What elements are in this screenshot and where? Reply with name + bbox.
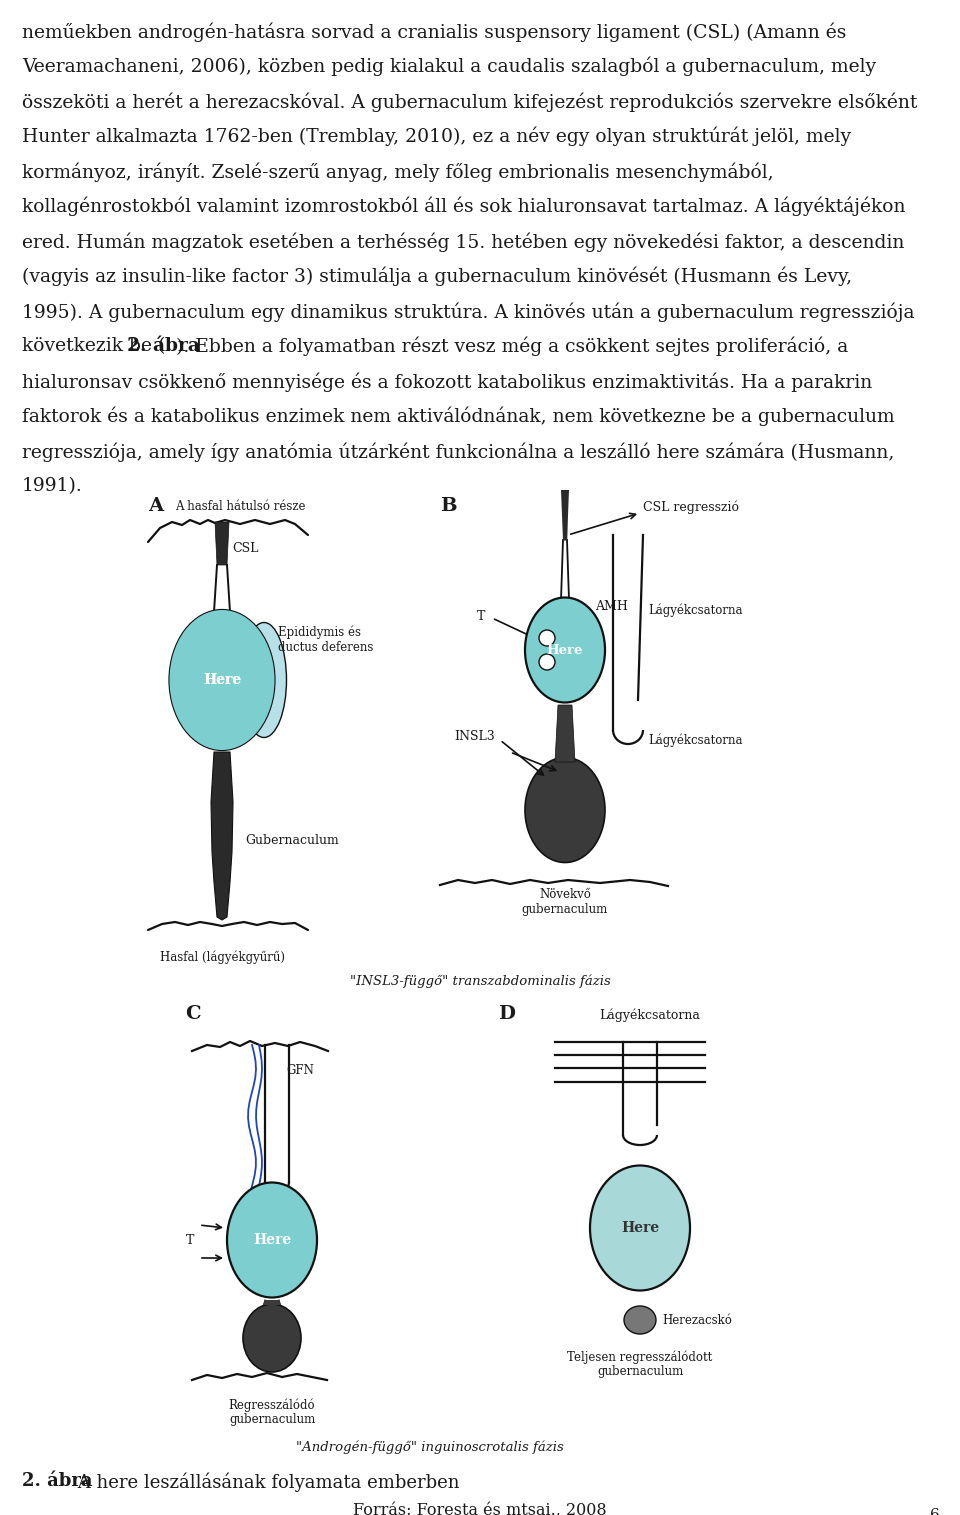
Text: D: D (498, 1004, 515, 1023)
Ellipse shape (539, 630, 555, 645)
Ellipse shape (170, 611, 275, 750)
Text: ). Ebben a folyamatban részt vesz még a csökkent sejtes proliferáció, a: ). Ebben a folyamatban részt vesz még a … (177, 336, 849, 356)
Ellipse shape (243, 1304, 301, 1373)
Text: kormányoz, irányít. Zselé-szerű anyag, mely főleg embrionalis mesenchymából,: kormányoz, irányít. Zselé-szerű anyag, m… (22, 162, 774, 182)
Text: Gubernaculum: Gubernaculum (245, 833, 339, 847)
Ellipse shape (590, 1165, 690, 1291)
Text: Hasfal (lágyékgyűrű): Hasfal (lágyékgyűrű) (159, 950, 284, 964)
Text: T: T (185, 1233, 194, 1247)
Text: Hunter alkalmazta 1762-ben (Tremblay, 2010), ez a név egy olyan struktúrát jelöl: Hunter alkalmazta 1762-ben (Tremblay, 20… (22, 127, 852, 147)
Text: "INSL3-függő" transzabdominalis fázis: "INSL3-függő" transzabdominalis fázis (349, 976, 611, 988)
Text: Here: Here (252, 1233, 291, 1247)
Text: ered. Humán magzatok esetében a terhésség 15. hetében egy növekedési faktor, a d: ered. Humán magzatok esetében a terhéssé… (22, 232, 904, 251)
Polygon shape (555, 704, 575, 762)
Polygon shape (215, 523, 229, 565)
Text: GFN: GFN (286, 1064, 314, 1077)
Text: Lágyékcsatorna: Lágyékcsatorna (600, 1007, 701, 1021)
Text: Forrás: Foresta és mtsai., 2008: Forrás: Foresta és mtsai., 2008 (353, 1501, 607, 1515)
Text: B: B (440, 497, 457, 515)
Text: 2. ábra: 2. ábra (128, 336, 201, 355)
Text: 6: 6 (930, 1507, 940, 1515)
Text: A here leszállásának folyamata emberben: A here leszállásának folyamata emberben (72, 1473, 460, 1491)
Text: kollagénrostokból valamint izomrostokból áll és sok hialuronsavat tartalmaz. A l: kollagénrostokból valamint izomrostokból… (22, 197, 905, 217)
Text: hialuronsav csökkenő mennyisége és a fokozott katabolikus enzimaktivitás. Ha a p: hialuronsav csökkenő mennyisége és a fok… (22, 373, 873, 391)
Text: következik be (: következik be ( (22, 336, 165, 355)
Text: Herezacskó: Herezacskó (662, 1314, 732, 1327)
Text: 2. ábra: 2. ábra (22, 1473, 92, 1489)
Polygon shape (561, 489, 569, 539)
Text: Here: Here (203, 673, 241, 686)
Text: (vagyis az insulin-like factor 3) stimulálja a gubernaculum kinövését (Husmann é: (vagyis az insulin-like factor 3) stimul… (22, 267, 852, 286)
Text: Lágyékcsatorna: Lágyékcsatorna (648, 733, 742, 747)
Text: faktorok és a katabolikus enzimek nem aktiválódnának, nem következne be a gubern: faktorok és a katabolikus enzimek nem ak… (22, 408, 895, 427)
Text: "Androgén-függő" inguinoscrotalis fázis: "Androgén-függő" inguinoscrotalis fázis (296, 1439, 564, 1453)
Text: 1991).: 1991). (22, 477, 83, 495)
Text: Here: Here (203, 673, 241, 686)
Text: neműekben androgén-hatásra sorvad a cranialis suspensory ligament (CSL) (Amann é: neműekben androgén-hatásra sorvad a cran… (22, 23, 847, 41)
Text: összeköti a herét a herezacskóval. A gubernaculum kifejezést reprodukciós szerve: összeköti a herét a herezacskóval. A gub… (22, 92, 918, 112)
Ellipse shape (170, 611, 275, 750)
Text: Növekvő
gubernaculum: Növekvő gubernaculum (522, 888, 608, 917)
Text: CSL regresszió: CSL regresszió (643, 500, 739, 514)
Ellipse shape (525, 597, 605, 703)
Polygon shape (211, 751, 233, 920)
Polygon shape (263, 1300, 281, 1304)
Text: Veeramachaneni, 2006), közben pedig kialakul a caudalis szalagból a gubernaculum: Veeramachaneni, 2006), közben pedig kial… (22, 58, 876, 76)
Text: 1995). A gubernaculum egy dinamikus struktúra. A kinövés után a gubernaculum reg: 1995). A gubernaculum egy dinamikus stru… (22, 301, 915, 321)
Ellipse shape (539, 654, 555, 670)
Text: Lágyékcsatorna: Lágyékcsatorna (648, 603, 742, 617)
Text: A: A (148, 497, 163, 515)
Text: AMH: AMH (595, 600, 628, 612)
Text: Here: Here (621, 1221, 660, 1235)
Text: CSL: CSL (232, 541, 258, 554)
Text: regressziója, amely így anatómia útzárként funkcionálna a leszálló here számára : regressziója, amely így anatómia útzárké… (22, 442, 895, 462)
Text: Regresszálódó
gubernaculum: Regresszálódó gubernaculum (228, 1398, 315, 1427)
Text: INSL3: INSL3 (454, 730, 495, 744)
Text: A hasfal hátulsó része: A hasfal hátulsó része (175, 500, 305, 514)
Ellipse shape (525, 758, 605, 862)
Text: Here: Here (547, 644, 583, 656)
Text: Teljesen regresszálódott
gubernaculum: Teljesen regresszálódott gubernaculum (567, 1350, 712, 1379)
Ellipse shape (242, 623, 286, 738)
Text: T: T (476, 609, 485, 623)
Ellipse shape (227, 1183, 317, 1297)
Text: C: C (185, 1004, 201, 1023)
Text: Epididymis és
ductus deferens: Epididymis és ductus deferens (278, 626, 373, 654)
Ellipse shape (624, 1306, 656, 1335)
